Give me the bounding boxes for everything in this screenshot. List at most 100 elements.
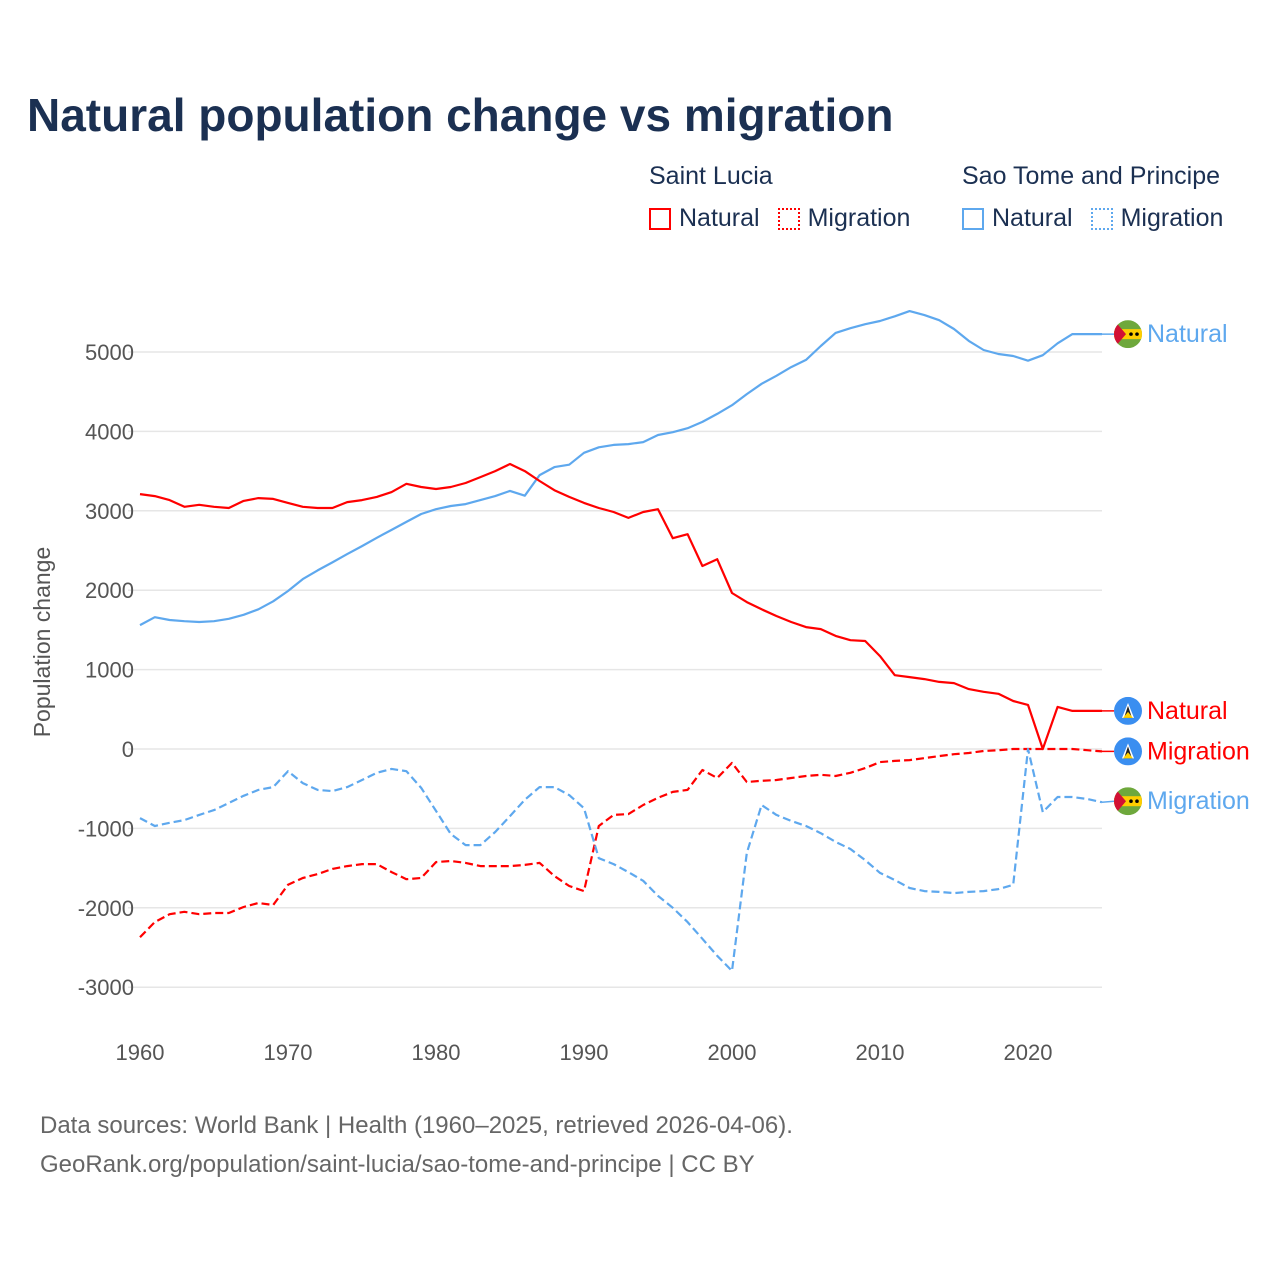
data-point — [641, 803, 645, 807]
data-point — [804, 625, 808, 629]
data-point — [641, 879, 645, 883]
data-point — [1070, 709, 1074, 713]
end-label-natural: Natural — [1147, 697, 1228, 725]
sao-tome-flag-icon — [1114, 320, 1142, 349]
data-point — [316, 506, 320, 510]
data-point — [168, 618, 172, 622]
data-point — [612, 862, 616, 866]
y-tick-label: 4000 — [85, 419, 134, 444]
data-point — [478, 498, 482, 502]
data-point — [316, 872, 320, 876]
data-point — [523, 494, 527, 498]
data-point — [242, 499, 246, 503]
data-point — [390, 767, 394, 771]
data-point — [286, 883, 290, 887]
data-point — [242, 613, 246, 617]
data-point — [538, 785, 542, 789]
data-point — [434, 487, 438, 491]
data-point — [1070, 795, 1074, 799]
data-point — [197, 813, 201, 817]
data-point — [168, 821, 172, 825]
footer-link[interactable]: GeoRank.org/population/saint-lucia/sao-t… — [40, 1151, 755, 1178]
x-tick-label: 1990 — [560, 1040, 609, 1065]
data-point — [863, 322, 867, 326]
y-axis-label: Population change — [29, 547, 55, 738]
data-point — [686, 920, 690, 924]
data-point — [449, 832, 453, 836]
data-point — [967, 339, 971, 343]
data-point — [390, 490, 394, 494]
data-point — [508, 462, 512, 466]
data-point — [612, 443, 616, 447]
data-point — [1085, 332, 1089, 336]
end-label-natural: Natural — [1147, 320, 1228, 348]
legend-item-migration[interactable]: Migration — [777, 204, 910, 233]
data-point — [419, 876, 423, 880]
legend-item-migration[interactable]: Migration — [1090, 204, 1224, 233]
data-point — [227, 801, 231, 805]
data-point — [893, 673, 897, 677]
data-point — [967, 751, 971, 755]
data-point — [212, 808, 216, 812]
data-point — [360, 498, 364, 502]
data-point — [908, 675, 912, 679]
data-point — [922, 677, 926, 681]
data-point — [893, 878, 897, 882]
data-point — [567, 463, 571, 467]
data-point — [182, 619, 186, 623]
y-tick-label: 2000 — [85, 578, 134, 603]
data-point — [404, 482, 408, 486]
data-point — [1085, 748, 1089, 752]
data-point — [523, 469, 527, 473]
data-point — [937, 754, 941, 758]
end-label-migration: Migration — [1147, 737, 1250, 765]
legend-country: Saint Lucia — [649, 162, 773, 190]
data-point — [789, 819, 793, 823]
x-tick-label: 1970 — [264, 1040, 313, 1065]
data-point — [715, 557, 719, 561]
data-point — [345, 785, 349, 789]
data-point — [138, 816, 142, 820]
data-point — [1085, 797, 1089, 801]
data-point — [449, 485, 453, 489]
data-point — [893, 759, 897, 763]
data-point — [878, 319, 882, 323]
footer-sources: Data sources: World Bank | Health (1960–… — [40, 1112, 793, 1139]
data-point — [404, 877, 408, 881]
data-point — [641, 510, 645, 514]
data-point — [538, 479, 542, 483]
data-point — [330, 867, 334, 871]
x-tick-label: 1980 — [412, 1040, 461, 1065]
data-point — [227, 911, 231, 915]
data-point — [404, 520, 408, 524]
data-point — [345, 500, 349, 504]
data-point — [508, 489, 512, 493]
data-point — [567, 793, 571, 797]
data-point — [982, 348, 986, 352]
x-tick-label: 2010 — [856, 1040, 905, 1065]
data-point — [937, 680, 941, 684]
data-point — [1026, 747, 1030, 751]
data-point — [656, 433, 660, 437]
data-point — [612, 510, 616, 514]
data-point — [552, 465, 556, 469]
data-point — [715, 776, 719, 780]
data-point — [1041, 810, 1045, 814]
data-point — [922, 313, 926, 317]
data-point — [789, 776, 793, 780]
sao-tome-flag-icon — [1114, 787, 1142, 816]
data-point — [1041, 353, 1045, 357]
data-point — [730, 403, 734, 407]
data-point — [700, 937, 704, 941]
legend-item-natural[interactable]: Natural — [962, 204, 1073, 233]
data-point — [301, 505, 305, 509]
data-point — [834, 774, 838, 778]
legend-item-natural[interactable]: Natural — [649, 204, 760, 233]
legend-saint-lucia: Saint Lucia Natural Migration — [649, 162, 928, 233]
data-point — [1011, 747, 1015, 751]
dotted-swatch-icon — [777, 207, 800, 230]
solid-swatch-icon — [962, 207, 984, 230]
legend-label: Migration — [1120, 204, 1224, 232]
data-point — [301, 876, 305, 880]
data-point — [538, 861, 542, 865]
